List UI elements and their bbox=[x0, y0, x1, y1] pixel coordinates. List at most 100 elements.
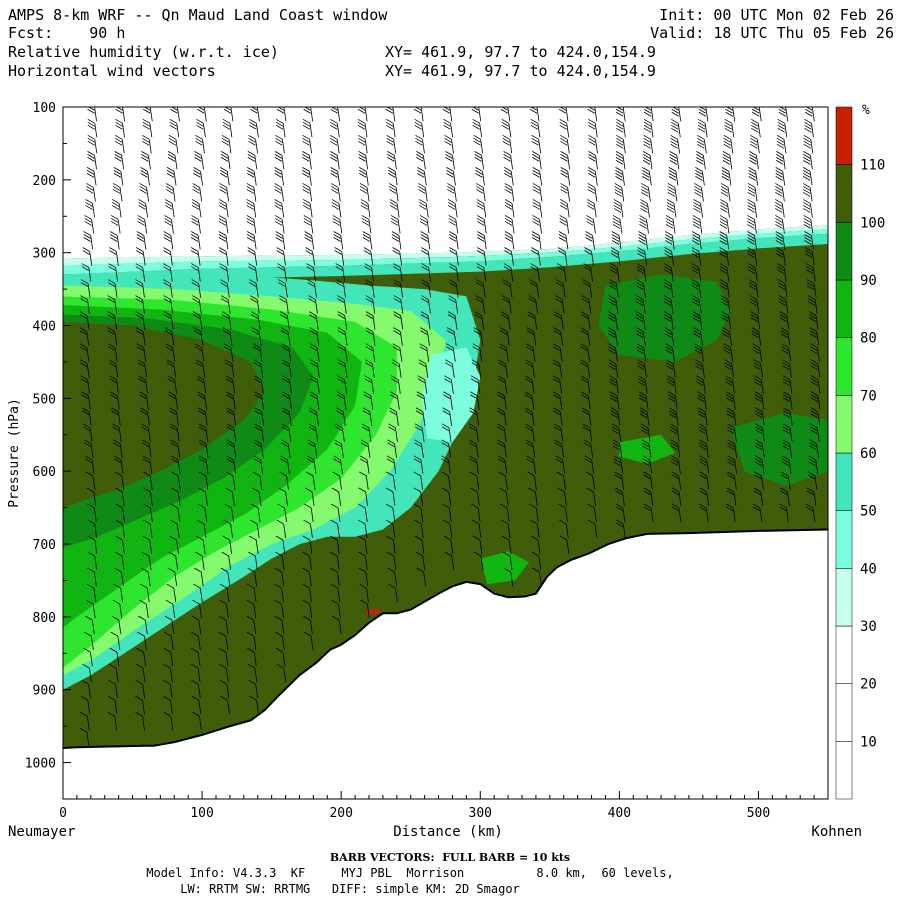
wind-barb-flag bbox=[665, 240, 673, 245]
wind-barb-staff bbox=[507, 523, 511, 538]
wind-barb-flag bbox=[747, 221, 755, 226]
wind-barb-flag bbox=[721, 176, 730, 181]
wind-barb-staff bbox=[114, 315, 118, 330]
barb-legend-note: BARB VECTORS: FULL BARB = 10 kts bbox=[329, 851, 571, 864]
wind-barb-flag bbox=[220, 154, 229, 159]
wind-barb-flag bbox=[611, 240, 620, 245]
wind-barb-flag bbox=[114, 551, 123, 557]
wind-barb-flag bbox=[198, 439, 207, 445]
wind-barb-flag bbox=[554, 314, 562, 319]
colorbar-level-label: 60 bbox=[860, 446, 877, 462]
wind-barb-flag bbox=[247, 170, 255, 175]
wind-barb-staff bbox=[313, 267, 316, 282]
wind-barb-staff bbox=[423, 171, 427, 186]
wind-barb-flag bbox=[810, 397, 819, 403]
wind-barb-flag bbox=[588, 124, 596, 130]
wind-barb-flag bbox=[727, 423, 735, 429]
wind-barb-flag bbox=[391, 362, 400, 368]
wind-barb-flag bbox=[552, 346, 561, 352]
wind-barb-flag bbox=[139, 183, 147, 188]
wind-barb-flag bbox=[667, 375, 675, 381]
wind-barb-staff bbox=[256, 299, 260, 314]
wind-barb-flag bbox=[254, 378, 262, 384]
wind-barb-flag bbox=[747, 231, 755, 236]
wind-barb-flag bbox=[220, 282, 228, 287]
wind-barb-flag bbox=[113, 167, 122, 172]
wind-barb-staff bbox=[539, 571, 542, 587]
wind-barb-flag bbox=[390, 218, 399, 223]
wind-barb-staff bbox=[364, 555, 368, 571]
wind-barb-flag bbox=[524, 394, 533, 400]
wind-barb-staff bbox=[94, 139, 98, 154]
wind-barb-flag bbox=[719, 221, 728, 226]
wind-barb-flag bbox=[555, 282, 564, 287]
wind-barb-flag bbox=[476, 266, 485, 271]
wind-barb-flag bbox=[473, 330, 481, 335]
wind-barb-flag bbox=[804, 234, 812, 239]
wind-barb-staff bbox=[399, 251, 403, 266]
wind-barb-staff bbox=[701, 347, 704, 362]
wind-barb-staff bbox=[587, 363, 590, 378]
wind-barb-flag bbox=[691, 263, 700, 268]
wind-barb-flag bbox=[414, 426, 423, 432]
wind-barb-staff bbox=[757, 315, 761, 330]
wind-barb-flag bbox=[641, 186, 649, 191]
wind-barb-flag bbox=[302, 599, 310, 605]
wind-barb-flag bbox=[192, 599, 200, 605]
wind-barb-staff bbox=[565, 107, 569, 122]
wind-barb-staff bbox=[650, 507, 654, 522]
wind-barb-flag bbox=[79, 327, 88, 332]
wind-barb-flag bbox=[254, 410, 262, 416]
wind-barb-flag bbox=[587, 202, 595, 207]
wind-barb-flag bbox=[276, 108, 285, 114]
wind-barb-flag bbox=[504, 231, 513, 236]
colorbar-level-label: 50 bbox=[860, 504, 877, 520]
wind-barb-staff bbox=[788, 459, 792, 474]
wind-barb-staff bbox=[392, 523, 396, 538]
wind-barb-flag bbox=[727, 439, 735, 445]
wind-barb-flag bbox=[809, 333, 818, 338]
wind-barb-flag bbox=[413, 487, 421, 493]
wind-barb-staff bbox=[421, 427, 425, 442]
wind-barb-flag bbox=[475, 295, 483, 300]
wind-barb-flag bbox=[554, 295, 563, 300]
wind-barb-flag bbox=[246, 205, 254, 210]
wind-barb-staff bbox=[531, 411, 535, 426]
wind-barb-staff bbox=[670, 267, 674, 282]
wind-barb-staff bbox=[394, 443, 397, 458]
wind-barb-flag bbox=[111, 407, 119, 413]
wind-barb-flag bbox=[803, 224, 811, 229]
wind-barb-flag bbox=[86, 183, 94, 188]
wind-barb-flag bbox=[277, 266, 285, 271]
wind-barb-staff bbox=[559, 379, 563, 394]
wind-barb-flag bbox=[553, 426, 562, 432]
wind-barb-flag bbox=[698, 111, 707, 117]
wind-barb-staff bbox=[676, 155, 680, 170]
wind-barb-flag bbox=[417, 375, 426, 381]
wind-barb-staff bbox=[727, 203, 730, 218]
wind-barb-staff bbox=[754, 187, 758, 202]
wind-barb-flag bbox=[808, 461, 816, 467]
wind-barb-flag bbox=[727, 445, 735, 451]
wind-barb-flag bbox=[693, 199, 701, 204]
wind-barb-staff bbox=[649, 459, 653, 474]
wind-barb-flag bbox=[254, 375, 262, 381]
wind-barb-flag bbox=[754, 394, 763, 400]
wind-barb-staff bbox=[197, 267, 201, 282]
wind-barb-staff bbox=[565, 235, 569, 250]
wind-barb-flag bbox=[220, 695, 228, 701]
wind-barb-staff bbox=[170, 299, 174, 314]
wind-barb-flag bbox=[115, 487, 123, 493]
wind-barb-flag bbox=[166, 359, 174, 365]
wind-barb-flag bbox=[80, 375, 88, 381]
wind-barb-flag bbox=[193, 170, 201, 175]
wind-barb-staff bbox=[677, 123, 681, 138]
wind-barb-flag bbox=[136, 237, 145, 242]
wind-barb-flag bbox=[393, 295, 402, 300]
wind-barb-flag bbox=[608, 330, 616, 335]
wind-barb-staff bbox=[314, 443, 318, 458]
wind-barb-flag bbox=[385, 108, 394, 114]
wind-barb-flag bbox=[79, 727, 88, 733]
wind-barb-flag bbox=[332, 215, 341, 220]
